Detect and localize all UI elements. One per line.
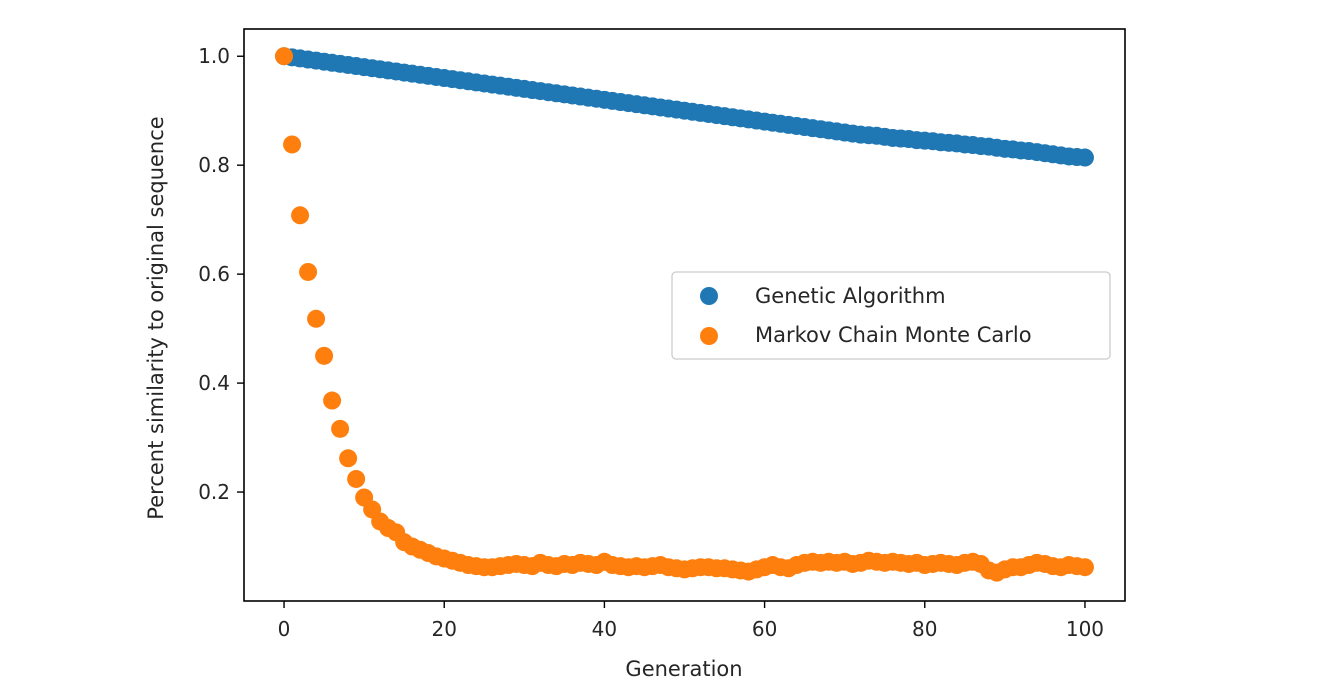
plot-frame xyxy=(243,28,1126,602)
point-genetic-algorithm xyxy=(1075,148,1094,167)
legend: Genetic Algorithm Markov Chain Monte Car… xyxy=(671,271,1111,360)
legend-box xyxy=(671,271,1111,360)
point-markov-chain-monte-carlo xyxy=(291,206,310,225)
y-axis-label: Percent similarity to original sequence xyxy=(144,116,168,519)
point-markov-chain-monte-carlo xyxy=(299,262,318,281)
legend-label-genetic-algorithm: Genetic Algorithm xyxy=(755,284,946,308)
x-tick-label: 80 xyxy=(912,617,937,641)
legend-marker-mcmc xyxy=(700,327,718,345)
y-tick-label: 0.4 xyxy=(198,371,230,395)
y-axis-ticks: 0.2 0.4 0.6 0.8 1.0 xyxy=(198,44,244,504)
point-markov-chain-monte-carlo xyxy=(347,469,366,488)
point-markov-chain-monte-carlo xyxy=(323,391,342,410)
x-tick-label: 40 xyxy=(592,617,617,641)
point-markov-chain-monte-carlo xyxy=(315,346,334,365)
x-tick-label: 100 xyxy=(1066,617,1104,641)
point-markov-chain-monte-carlo xyxy=(307,309,326,328)
legend-marker-genetic-algorithm xyxy=(700,287,718,305)
y-tick-label: 0.2 xyxy=(198,480,230,504)
point-markov-chain-monte-carlo xyxy=(275,47,294,66)
point-markov-chain-monte-carlo xyxy=(283,135,302,154)
y-tick-label: 0.6 xyxy=(198,262,230,286)
legend-label-mcmc: Markov Chain Monte Carlo xyxy=(755,323,1032,347)
x-axis-ticks: 0 20 40 60 80 100 xyxy=(278,601,1104,641)
x-tick-label: 0 xyxy=(278,617,291,641)
point-markov-chain-monte-carlo xyxy=(339,449,358,468)
x-tick-label: 60 xyxy=(752,617,777,641)
point-markov-chain-monte-carlo xyxy=(331,419,350,438)
x-axis-label: Generation xyxy=(625,657,742,681)
y-tick-label: 0.8 xyxy=(198,153,230,177)
data-points xyxy=(275,47,1094,582)
x-tick-label: 20 xyxy=(432,617,457,641)
point-markov-chain-monte-carlo xyxy=(1075,558,1094,577)
y-tick-label: 1.0 xyxy=(198,44,230,68)
